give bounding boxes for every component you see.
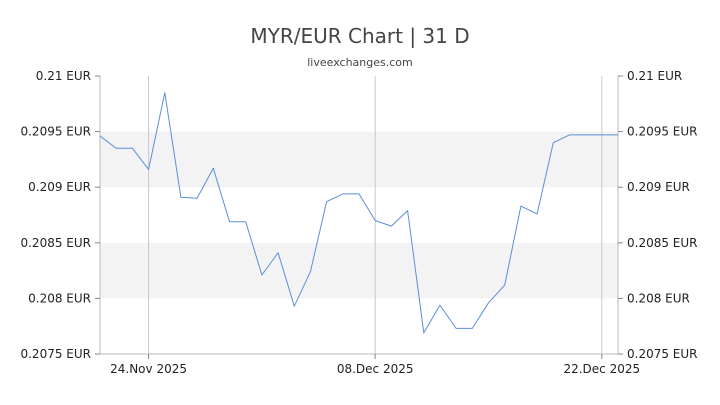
y-tick-label-right: 0.209 EUR (627, 180, 690, 194)
series-line (99, 92, 618, 334)
y-tick-label-left: 0.2075 EUR (20, 347, 91, 361)
y-tick-label-right: 0.21 EUR (627, 69, 682, 83)
grid-band (100, 242, 618, 299)
y-tick-label-right: 0.2075 EUR (627, 347, 698, 361)
y-tick-label-left: 0.21 EUR (36, 69, 91, 83)
x-tick-label: 22.Dec 2025 (563, 362, 640, 376)
x-tick-label: 08.Dec 2025 (337, 362, 414, 376)
y-tick-label-left: 0.209 EUR (28, 180, 91, 194)
chart-title: MYR/EUR Chart | 31 D (250, 24, 470, 48)
chart-subtitle: liveexchanges.com (307, 56, 413, 69)
x-tick-label: 24.Nov 2025 (110, 362, 187, 376)
y-tick-label-left: 0.2085 EUR (20, 236, 91, 250)
grid-band (100, 131, 618, 188)
y-tick-label-right: 0.2095 EUR (627, 125, 698, 139)
y-tick-label-left: 0.2095 EUR (20, 125, 91, 139)
y-tick-label-left: 0.208 EUR (28, 291, 91, 305)
y-tick-label-right: 0.208 EUR (627, 291, 690, 305)
y-tick-label-right: 0.2085 EUR (627, 236, 698, 250)
